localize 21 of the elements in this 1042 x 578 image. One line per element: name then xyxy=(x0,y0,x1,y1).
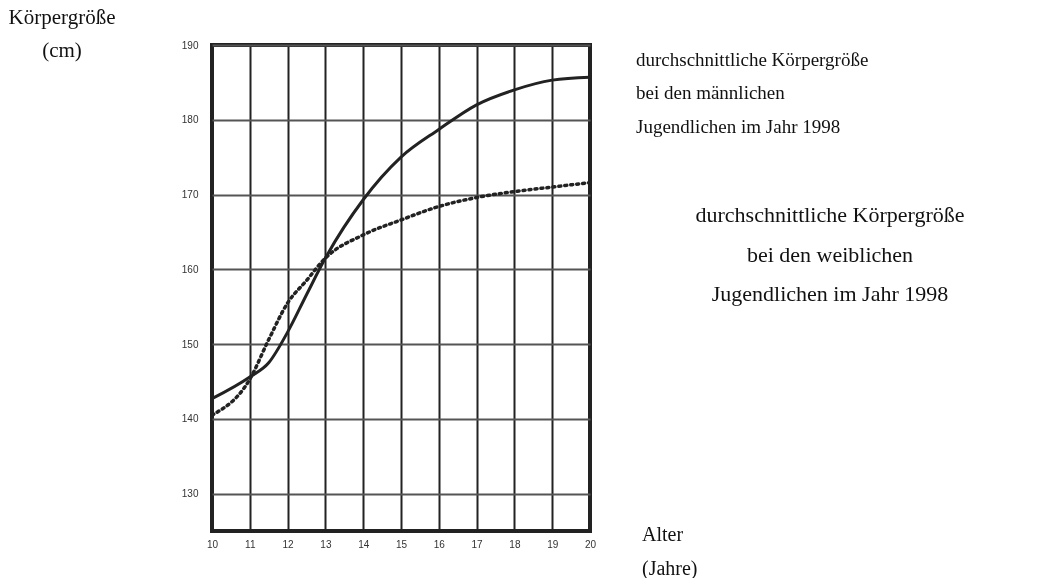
y-tick-label: 170 xyxy=(181,189,199,201)
x-tick-label: 16 xyxy=(433,538,446,550)
x-tick-label: 10 xyxy=(206,538,219,550)
x-tick-label: 11 xyxy=(245,538,256,550)
y-tick-label: 190 xyxy=(181,39,199,51)
y-tick-label: 180 xyxy=(181,114,199,126)
y-tick-label: 140 xyxy=(181,413,199,425)
x-tick-label: 14 xyxy=(358,538,370,550)
y-tick-label: 130 xyxy=(181,488,199,500)
y-tick-label: 150 xyxy=(181,338,199,350)
x-tick-label: 19 xyxy=(547,538,559,550)
x-tick-label: 15 xyxy=(395,538,408,550)
x-tick-label: 17 xyxy=(471,538,484,550)
x-tick-label: 18 xyxy=(509,538,521,550)
y-tick-label: 160 xyxy=(181,263,199,275)
text: durchschnittliche Körpergröße bei den männlichen Jugendlichen im Jahr 1998 xyxy=(636,49,869,137)
x-tick-label: 12 xyxy=(282,538,295,550)
x-tick-label: 20 xyxy=(584,538,597,550)
x-tick-label: 13 xyxy=(320,538,332,550)
text: durchschnittliche Körpergröße bei den weiblichen Jugendlichen im Jahr 1998 xyxy=(695,202,965,307)
y-axis-title: Körpergröße (cm) xyxy=(8,5,116,62)
